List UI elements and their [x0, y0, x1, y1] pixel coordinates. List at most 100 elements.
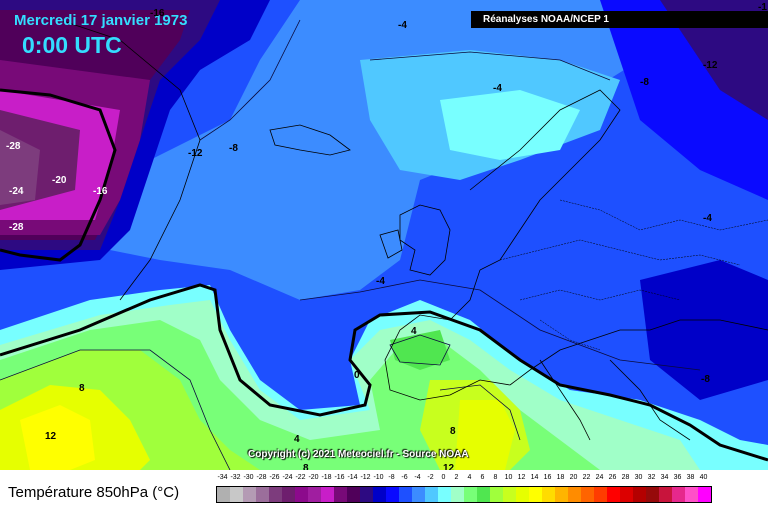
legend-tick-label: 18	[556, 474, 565, 481]
legend-tick-label: -12	[360, 474, 371, 481]
field-minus-12-ne	[660, 0, 768, 120]
borders	[499, 199, 768, 351]
isotherm-label: 4	[294, 434, 300, 445]
legend-swatch	[256, 487, 269, 502]
field-minus-28	[0, 130, 40, 205]
legend-tick-label: -26	[269, 474, 280, 481]
legend-tick-label: -16	[334, 474, 345, 481]
legend-swatch	[555, 487, 568, 502]
isotherm-label: -4	[376, 276, 385, 287]
legend-tick-label: -34	[217, 474, 228, 481]
legend-tick-label: 0	[441, 474, 446, 481]
legend-swatch	[659, 487, 672, 502]
legend-swatch	[516, 487, 529, 502]
isotherm-label: -16	[150, 8, 165, 19]
date-label: Mercredi 17 janvier 1973	[14, 12, 188, 29]
legend-swatch	[529, 487, 542, 502]
legend-swatch	[685, 487, 698, 502]
legend-tick-label: 34	[660, 474, 669, 481]
legend-swatch	[334, 487, 347, 502]
legend-tick-label: 36	[673, 474, 682, 481]
legend-tick-label: 8	[493, 474, 498, 481]
time-label: 0:00 UTC	[22, 32, 122, 58]
legend-tick-label: 40	[699, 474, 708, 481]
legend-swatch	[438, 487, 451, 502]
legend-tick-label: -2	[427, 474, 434, 481]
legend-tick-label: -8	[388, 474, 395, 481]
legend-swatch	[230, 487, 243, 502]
legend-swatch	[360, 487, 373, 502]
legend-tick-label: -20	[308, 474, 319, 481]
legend-swatch	[386, 487, 399, 502]
legend-swatch	[490, 487, 503, 502]
legend-swatch	[282, 487, 295, 502]
legend-tick-label: 10	[504, 474, 513, 481]
legend-tick-label: 6	[480, 474, 485, 481]
legend-tick-label: -22	[295, 474, 306, 481]
legend-swatch	[308, 487, 321, 502]
legend-tick-label: -32	[230, 474, 241, 481]
legend-swatch	[477, 487, 490, 502]
legend-tick-label: 2	[454, 474, 459, 481]
legend-tick-label: 30	[634, 474, 643, 481]
source-label: Réanalyses NOAA/NCEP 1	[471, 11, 768, 28]
field-10-med	[455, 400, 515, 470]
isotherm-label: -28	[6, 141, 21, 152]
isotherm-label: -28	[9, 222, 24, 233]
legend-tick-label: 22	[582, 474, 591, 481]
legend-swatch	[412, 487, 425, 502]
isotherm-label: -8	[229, 143, 238, 154]
legend-swatch	[568, 487, 581, 502]
legend-tick-label: 12	[517, 474, 526, 481]
temperature-field	[0, 0, 768, 470]
legend-title: Température 850hPa (°C)	[8, 484, 180, 501]
legend-swatch	[243, 487, 256, 502]
isotherm-label: -12	[703, 60, 718, 71]
legend-tick-label: 28	[621, 474, 630, 481]
isotherm-label: -8	[640, 77, 649, 88]
legend-swatch	[672, 487, 685, 502]
legend-swatch	[321, 487, 334, 502]
isotherm-label: 4	[411, 326, 417, 337]
legend-swatch	[269, 487, 282, 502]
legend-tick-label: 16	[543, 474, 552, 481]
thin-isotherms	[0, 19, 701, 470]
legend-tick-label: 32	[647, 474, 656, 481]
isotherm-label: 12	[45, 431, 57, 442]
legend-swatch	[373, 487, 386, 502]
legend-swatch	[295, 487, 308, 502]
legend-swatch	[464, 487, 477, 502]
legend-swatch	[451, 487, 464, 502]
legend-tick-label: 26	[608, 474, 617, 481]
legend-swatch	[217, 487, 230, 502]
field-minus-1	[440, 90, 580, 160]
copyright-label: Copyright (c) 2021 Meteociel.fr - Source…	[248, 449, 469, 460]
legend-tick-label: 14	[530, 474, 539, 481]
legend-swatch	[503, 487, 516, 502]
coastlines	[59, 19, 768, 441]
legend-tick-label: 4	[467, 474, 472, 481]
legend-swatch	[542, 487, 555, 502]
isotherm-label: -16	[93, 186, 108, 197]
isotherm-minus-20	[0, 88, 117, 262]
isotherm-label: 8	[450, 426, 456, 437]
isotherm-label: -4	[703, 213, 712, 224]
isotherm-label: -20	[52, 175, 67, 186]
legend-tick-label: 38	[686, 474, 695, 481]
field-12	[20, 405, 95, 470]
legend-tick-label: -18	[321, 474, 332, 481]
legend-swatch	[594, 487, 607, 502]
legend-swatch	[646, 487, 659, 502]
isotherm-label: 8	[79, 383, 85, 394]
legend-swatch	[607, 487, 620, 502]
legend-tick-label: -28	[256, 474, 267, 481]
isotherm-zero	[0, 283, 768, 462]
legend-tick-label: 24	[595, 474, 604, 481]
legend-swatch	[399, 487, 412, 502]
legend-swatch	[425, 487, 438, 502]
legend-swatch	[581, 487, 594, 502]
legend-tick-label: 20	[569, 474, 578, 481]
legend: Température 850hPa (°C) -34 -32 -30 -28 -26-…	[0, 470, 768, 512]
legend-swatch	[347, 487, 360, 502]
isotherm-label: -4	[493, 83, 502, 94]
